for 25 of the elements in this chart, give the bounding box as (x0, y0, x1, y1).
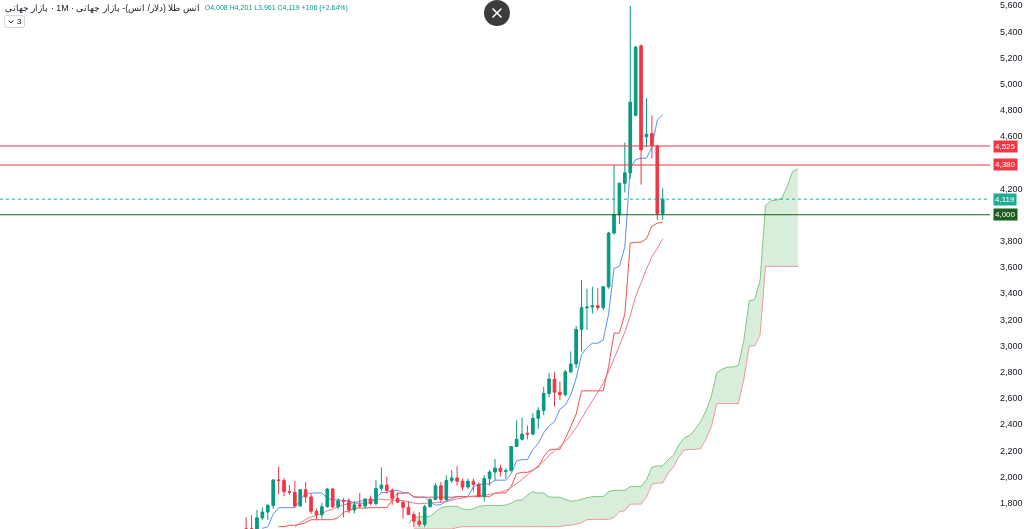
y-tick-label: 3,600 (1000, 262, 1023, 273)
y-tick-label: 3,000 (1000, 340, 1023, 351)
y-tick-label: 3,400 (1000, 288, 1023, 299)
dropdown-button: 3 (4, 15, 26, 28)
y-tick-label: 3,200 (1000, 314, 1023, 325)
y-tick-label: 4,800 (1000, 105, 1023, 116)
y-tick-label: 5,200 (1000, 52, 1023, 63)
annotation: 3 (17, 16, 22, 27)
ref-line-label: 4,525 (995, 142, 1016, 151)
y-tick-label: 3,800 (1000, 236, 1023, 247)
y-tick-label: 5,600 (1000, 0, 1023, 11)
y-tick-label: 2,000 (1000, 471, 1023, 482)
y-tick-label: 2,400 (1000, 419, 1023, 430)
y-tick-label: 2,600 (1000, 393, 1023, 404)
y-tick-label: 4,600 (1000, 131, 1023, 142)
y-tick-label: 2,800 (1000, 367, 1023, 378)
y-tick-label: 5,400 (1000, 26, 1023, 37)
ref-line-label: 4,119 (995, 195, 1015, 204)
y-tick-label: 5,000 (1000, 78, 1023, 89)
y-tick-label: 2,200 (1000, 445, 1023, 456)
y-tick-label: 4,200 (1000, 183, 1023, 194)
ref-line-label: 4,380 (995, 160, 1016, 169)
chart-title: انس طلا (دلار/ انس)- بازار جهانی · 1M · بازار جهانی (5, 2, 200, 14)
y-tick-label: 1,800 (1000, 497, 1023, 508)
ref-line-label: 4,000 (995, 210, 1016, 219)
